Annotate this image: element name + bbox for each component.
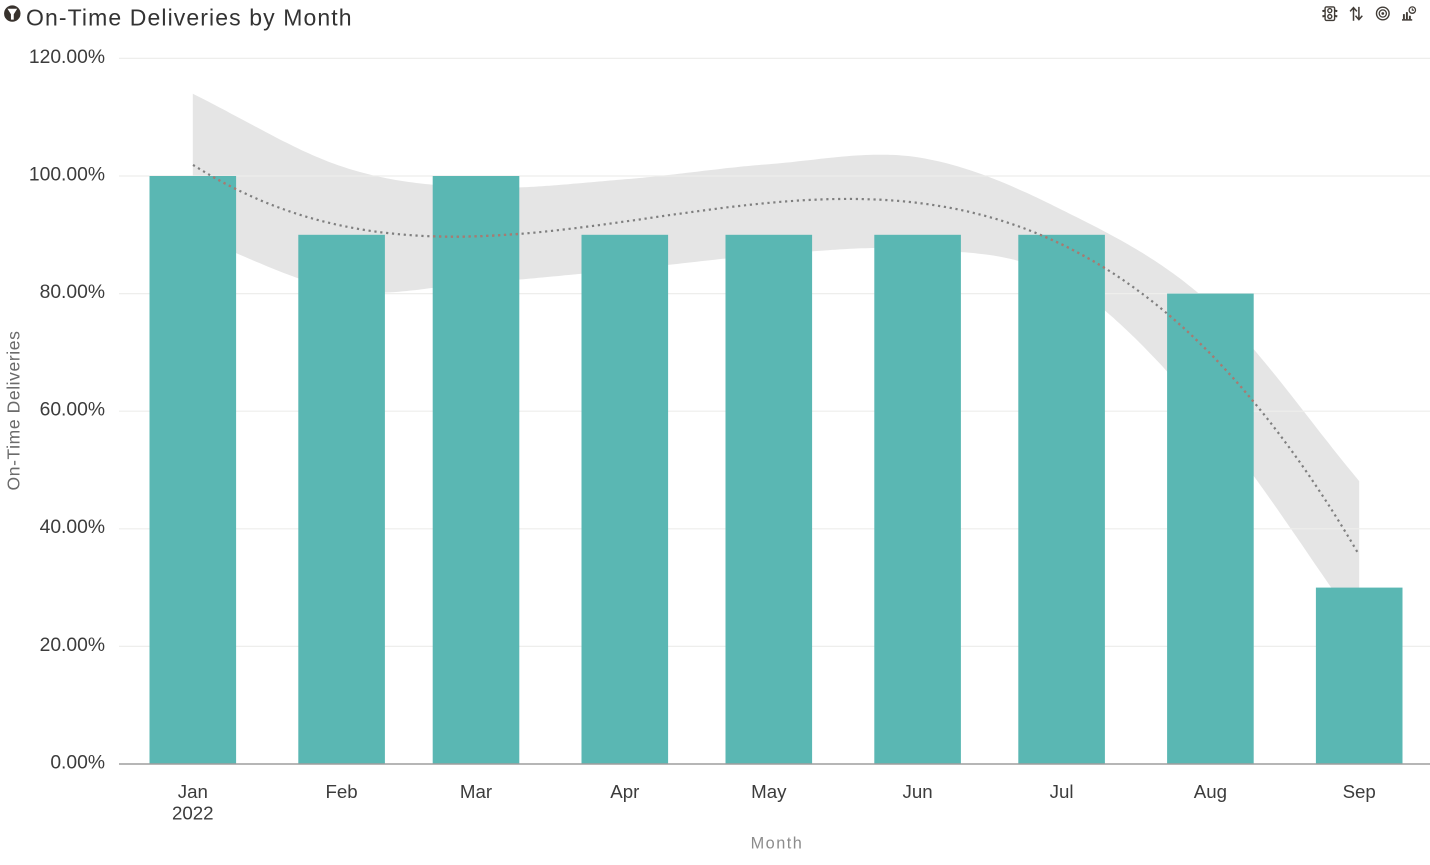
svg-text:Feb: Feb (325, 781, 357, 802)
svg-text:Month: Month (751, 835, 804, 853)
svg-text:Aug: Aug (1194, 781, 1227, 802)
svg-text:Jan: Jan (178, 781, 208, 802)
svg-text:80.00%: 80.00% (40, 282, 105, 303)
svg-text:On-Time Deliveries: On-Time Deliveries (4, 331, 24, 491)
svg-text:20.00%: 20.00% (40, 635, 105, 656)
svg-text:Sep: Sep (1343, 781, 1376, 802)
svg-text:Apr: Apr (610, 781, 639, 802)
svg-text:40.00%: 40.00% (40, 517, 105, 538)
svg-text:60.00%: 60.00% (40, 400, 105, 421)
svg-text:May: May (751, 781, 787, 802)
svg-text:On-Time Deliveries by Month: On-Time Deliveries by Month (26, 5, 353, 31)
svg-text:100.00%: 100.00% (29, 164, 105, 185)
svg-text:0.00%: 0.00% (50, 752, 105, 773)
svg-text:2022: 2022 (172, 803, 214, 824)
svg-text:Mar: Mar (460, 781, 492, 802)
svg-text:120.00%: 120.00% (29, 47, 105, 68)
svg-text:Jun: Jun (903, 781, 933, 802)
svg-text:Jul: Jul (1050, 781, 1074, 802)
